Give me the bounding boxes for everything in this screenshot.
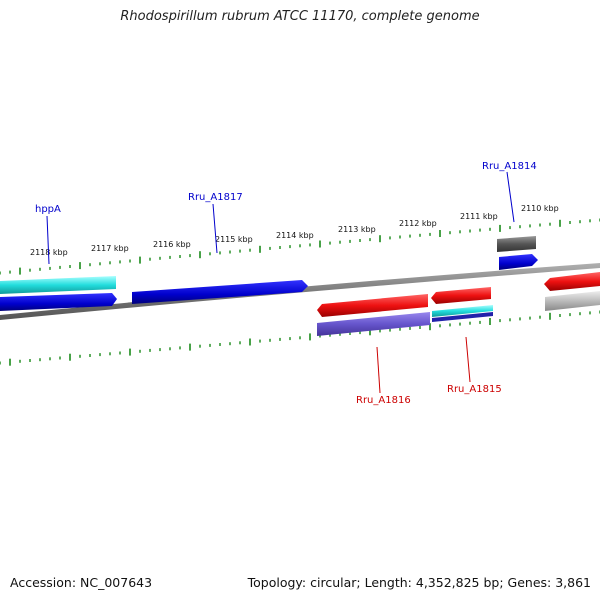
genome-summary-text: Topology: circular; Length: 4,352,825 bp… (247, 575, 591, 590)
tick-label-2112: 2112 kbp (399, 219, 437, 228)
leader-line-hppA (46, 215, 50, 265)
gene-feature-Rru_A1815-blue (432, 312, 493, 322)
gene-feature-hppA (0, 293, 117, 311)
gene-label-Rru_A1816: Rru_A1816 (356, 395, 411, 406)
tick-label-2111: 2111 kbp (460, 212, 498, 221)
gene-feature-Rru_A1815 (431, 287, 491, 304)
tick-label-2114: 2114 kbp (276, 231, 314, 240)
gene-label-hppA: hppA (35, 204, 61, 215)
gene-label-Rru_A1814: Rru_A1814 (482, 161, 537, 172)
tick-label-2110: 2110 kbp (521, 204, 559, 213)
gene-feature-Rru_A1814-gray (497, 236, 536, 252)
gene-label-Rru_A1817: Rru_A1817 (188, 192, 243, 203)
leader-line-Rru_A1817 (212, 203, 218, 254)
gene-feature-right-gray (545, 291, 600, 311)
gene-feature-Rru_A1816 (317, 294, 428, 317)
gene-feature-Rru_A1815-cyan (432, 305, 493, 317)
gene-label-Rru_A1815: Rru_A1815 (447, 384, 502, 395)
tick-label-2116: 2116 kbp (153, 240, 191, 249)
leader-line-Rru_A1814 (506, 171, 515, 223)
tick-label-2117: 2117 kbp (91, 244, 129, 253)
gene-feature-right-red (544, 272, 600, 291)
gene-feature-hppA-cyan (0, 276, 116, 294)
leader-line-Rru_A1815 (465, 336, 471, 383)
upper-tick-track (0, 218, 600, 275)
gene-feature-Rru_A1817 (132, 280, 308, 304)
map-title: Rhodospirillum rubrum ATCC 11170, comple… (120, 9, 480, 24)
leader-line-Rru_A1816 (376, 346, 381, 394)
gene-feature-Rru_A1814 (499, 254, 538, 270)
lower-tick-track (0, 310, 600, 366)
gene-feature-Rru_A1816-purple (317, 312, 430, 336)
accession-text: Accession: NC_007643 (10, 575, 153, 590)
tick-label-2113: 2113 kbp (338, 225, 376, 234)
tick-label-2115: 2115 kbp (215, 235, 253, 244)
